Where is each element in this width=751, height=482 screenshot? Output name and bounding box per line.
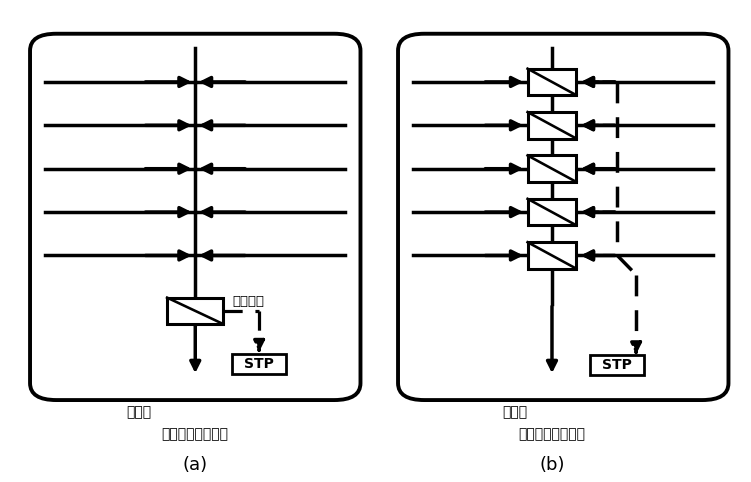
- Bar: [232, 354, 286, 374]
- FancyBboxPatch shape: [398, 34, 728, 400]
- Text: 개량합류식하수도: 개량합류식하수도: [518, 427, 586, 441]
- Bar: [527, 199, 577, 225]
- Text: (a): (a): [182, 456, 208, 474]
- Bar: [527, 155, 577, 182]
- Bar: [527, 68, 577, 95]
- Text: 우수토실: 우수토실: [233, 295, 265, 308]
- Bar: [167, 298, 224, 324]
- Bar: [590, 355, 644, 375]
- Bar: [527, 112, 577, 139]
- Text: (b): (b): [539, 456, 565, 474]
- Text: 월류수: 월류수: [502, 405, 527, 419]
- Text: STP: STP: [602, 358, 632, 372]
- FancyBboxPatch shape: [30, 34, 360, 400]
- Bar: [527, 242, 577, 269]
- Text: STP: STP: [244, 357, 274, 371]
- Text: 기존합류식하수도: 기존합류식하수도: [161, 427, 229, 441]
- Text: 월류수: 월류수: [126, 405, 152, 419]
